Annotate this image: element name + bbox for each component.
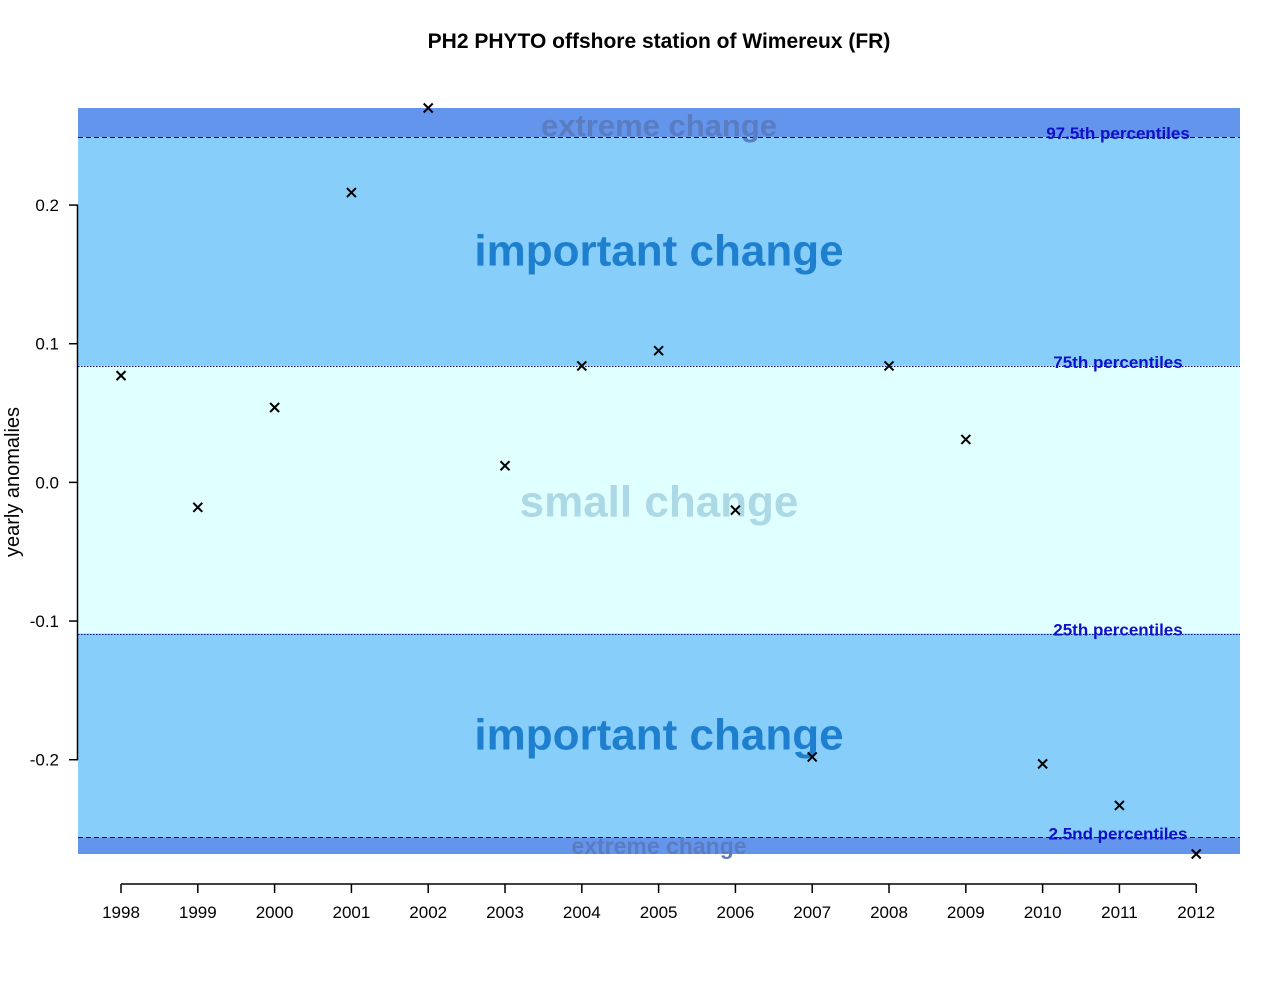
x-tick-label: 2003 — [486, 903, 524, 922]
y-axis: 0.2 0.1 0.0 -0.1 -0.2 — [30, 196, 79, 770]
percentile-label-p25: 25th percentiles — [1053, 621, 1182, 640]
data-point — [499, 460, 511, 471]
data-point — [192, 502, 204, 513]
data-point — [807, 751, 818, 763]
zone-label-extreme-bottom: extreme change — [571, 833, 746, 859]
x-tick-label: 2012 — [1177, 903, 1215, 922]
data-point — [653, 345, 664, 356]
x-tick-label: 2002 — [409, 903, 447, 922]
zone-extreme-top — [78, 108, 1240, 138]
zone-important-bottom — [78, 633, 1240, 838]
x-tick-label: 2010 — [1024, 903, 1062, 922]
x-tick-label: 2007 — [793, 903, 831, 922]
x-tick-label: 2005 — [640, 903, 678, 922]
x-tick-label: 1998 — [102, 903, 140, 922]
x-tick-label: 2001 — [332, 903, 370, 922]
y-tick-label: 0.2 — [35, 196, 59, 215]
x-tick-label: 2011 — [1101, 903, 1138, 922]
zone-label-extreme-top: extreme change — [541, 108, 777, 143]
zone-extreme-bottom — [78, 837, 1240, 854]
x-tick-label: 2008 — [870, 903, 908, 922]
data-point — [115, 370, 127, 381]
zone-label-important-bottom: important change — [474, 710, 843, 759]
zone-label-important-top: important change — [474, 226, 843, 275]
data-point — [423, 102, 434, 114]
x-axis: 1998 1999 2000 2001 2002 2003 2004 2005 2006 2007… — [102, 883, 1215, 922]
y-axis-label: yearly anomalies — [2, 407, 24, 557]
zone-label-small: small change — [520, 477, 799, 526]
data-point — [960, 434, 972, 445]
x-tick-label: 2009 — [947, 903, 985, 922]
percentile-lines-group — [78, 137, 1240, 838]
zone-labels-group: extreme change important change small chan… — [474, 108, 843, 859]
data-point — [1191, 848, 1202, 860]
y-tick-label: 0.1 — [35, 335, 59, 354]
y-tick-label: 0.0 — [35, 473, 59, 492]
x-tick-label: 1999 — [179, 903, 217, 922]
percentile-label-p75: 75th percentiles — [1053, 353, 1182, 372]
zone-important-top — [78, 137, 1240, 366]
data-point — [883, 360, 895, 372]
x-tick-label: 2000 — [256, 903, 294, 922]
data-point — [730, 504, 741, 516]
x-tick-label: 2006 — [717, 903, 755, 922]
data-point — [346, 187, 357, 198]
percentile-label-p97_5: 97.5th percentiles — [1046, 124, 1190, 143]
percentile-label-p2_5: 2.5nd percentiles — [1049, 824, 1188, 843]
data-point — [269, 402, 280, 413]
x-tick-label: 2004 — [563, 903, 601, 922]
data-point — [1114, 800, 1125, 811]
percentile-labels-group: 97.5th percentiles 75th percentiles 25th p… — [1046, 124, 1190, 843]
y-tick-label: -0.1 — [30, 612, 59, 631]
data-point — [1037, 758, 1048, 770]
data-points-group — [115, 102, 1202, 860]
y-tick-label: -0.2 — [30, 751, 59, 770]
data-point — [576, 360, 588, 372]
chart-title: PH2 PHYTO offshore station of Wimereux (… — [428, 30, 891, 53]
